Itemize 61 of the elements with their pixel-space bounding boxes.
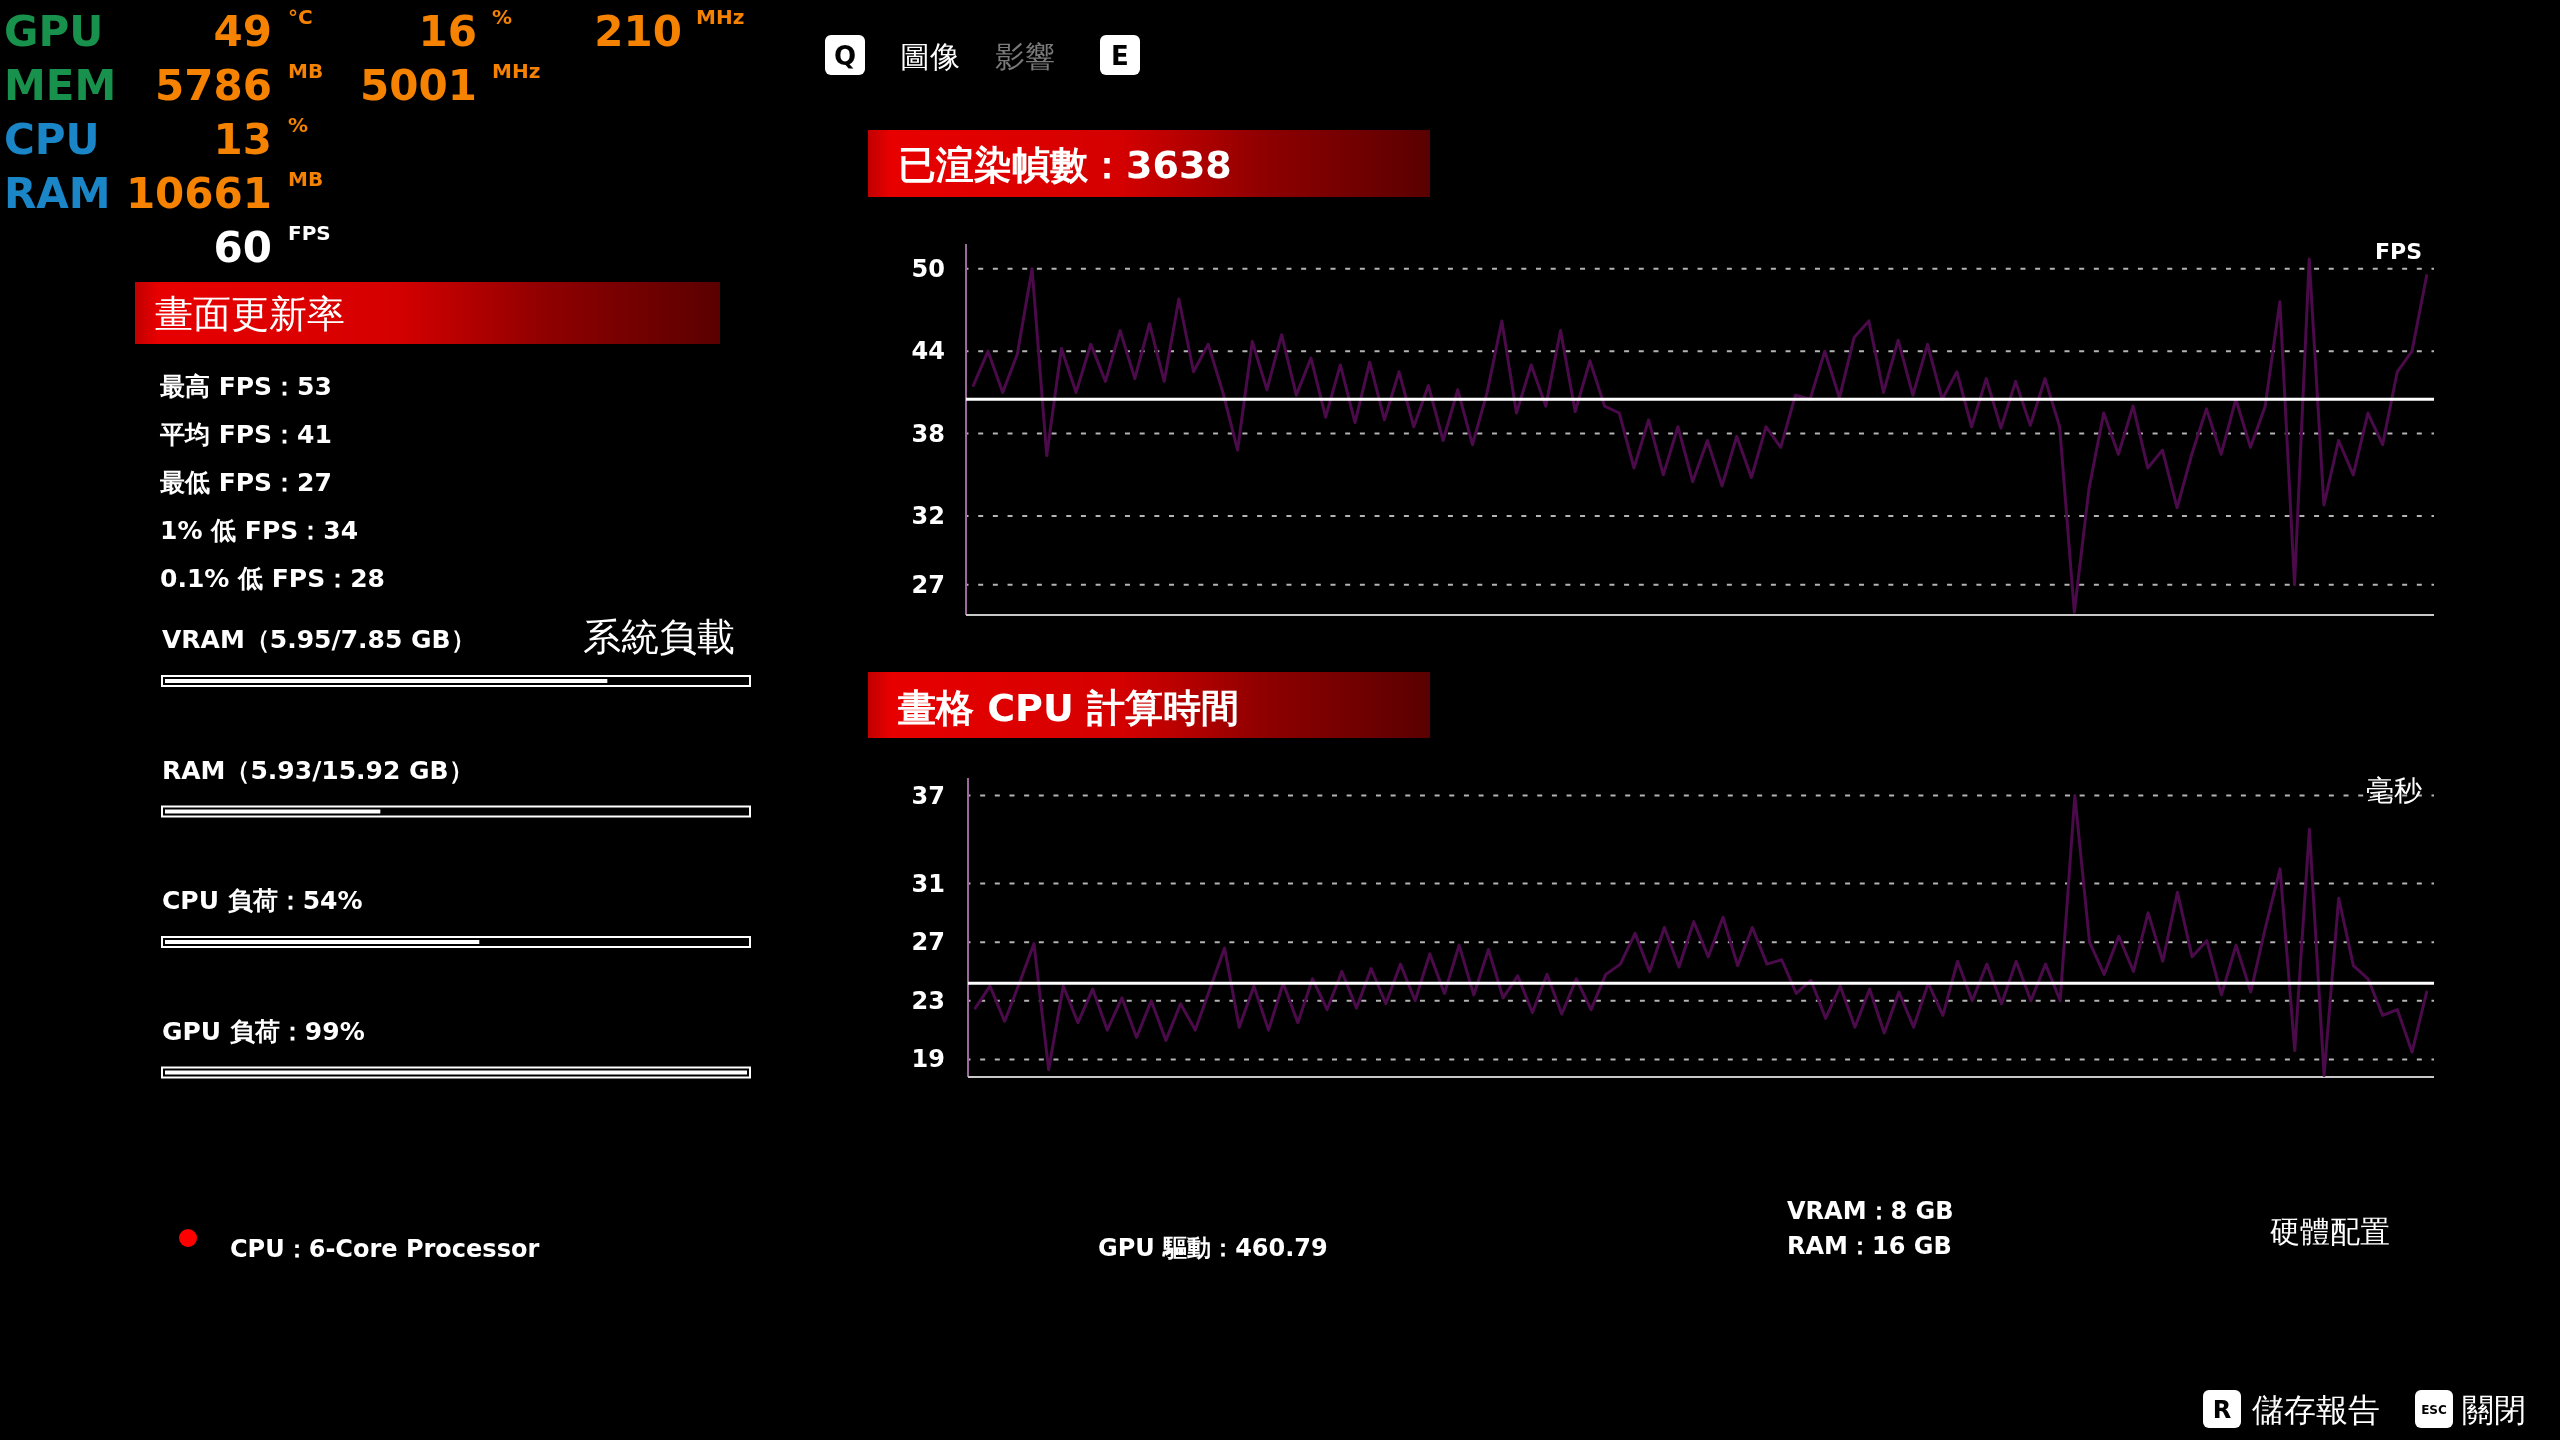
text: ESC bbox=[2421, 1403, 2448, 1417]
text: 平均 FPS：41 bbox=[159, 420, 332, 449]
text: 儲存報告 bbox=[2252, 1391, 2380, 1429]
text: 16 bbox=[418, 7, 477, 56]
bar bbox=[165, 679, 608, 683]
text: RAM：16 GB bbox=[1787, 1232, 1952, 1260]
text: 49 bbox=[213, 7, 272, 56]
text: VRAM：8 GB bbox=[1787, 1197, 1954, 1225]
text: 60 bbox=[213, 223, 272, 272]
text: °C bbox=[288, 5, 313, 29]
text: 5786 bbox=[155, 61, 272, 110]
text: 13 bbox=[213, 115, 272, 164]
text: RAM bbox=[4, 169, 111, 218]
y-tick-label: GPU 負荷：99% bbox=[162, 1016, 365, 1046]
text: 5001 bbox=[360, 61, 477, 110]
y-axis-title: FPS bbox=[2375, 239, 2422, 264]
text: MB bbox=[288, 167, 324, 191]
y-tick-label: VRAM（5.95/7.85 GB） bbox=[162, 625, 476, 654]
text: 圖像 bbox=[900, 39, 960, 74]
text: % bbox=[288, 113, 309, 137]
text: 最低 FPS：27 bbox=[159, 468, 332, 497]
text: MHz bbox=[696, 5, 745, 29]
text: Q bbox=[833, 41, 857, 71]
text: MHz bbox=[492, 59, 541, 83]
chart-title: 畫格 CPU 計算時間 bbox=[898, 686, 1240, 730]
text: 1% 低 FPS：34 bbox=[160, 516, 359, 545]
text: MB bbox=[288, 59, 324, 83]
y-tick-label: 19 bbox=[911, 1045, 945, 1074]
y-tick-label: 23 bbox=[911, 986, 945, 1015]
text: 畫面更新率 bbox=[155, 292, 345, 336]
text: 10661 bbox=[125, 169, 272, 218]
text: 影響 bbox=[995, 39, 1055, 74]
chart-title: 已渲染幀數：3638 bbox=[898, 143, 1232, 187]
bar bbox=[165, 940, 480, 944]
text: % bbox=[492, 5, 513, 29]
y-tick-label: 32 bbox=[911, 502, 945, 531]
text: R bbox=[2212, 1396, 2232, 1424]
y-tick-label: 44 bbox=[911, 337, 945, 366]
text: GPU 驅動：460.79 bbox=[1098, 1234, 1328, 1262]
text: 系統負載 bbox=[583, 615, 735, 659]
y-tick-label: 38 bbox=[911, 419, 945, 448]
y-tick-label: 27 bbox=[911, 570, 945, 599]
text: FPS bbox=[288, 221, 331, 245]
text: 關閉 bbox=[2462, 1391, 2526, 1429]
y-tick-label: RAM（5.93/15.92 GB） bbox=[162, 755, 474, 785]
text: GPU bbox=[4, 7, 104, 56]
y-tick-label: 50 bbox=[911, 254, 945, 283]
text: 210 bbox=[594, 7, 682, 56]
text: MEM bbox=[4, 61, 117, 110]
text: CPU：6-Core Processor bbox=[230, 1235, 540, 1263]
annotation: 0.1% 低 FPS：28 bbox=[160, 564, 385, 593]
text: 硬體配置 bbox=[2270, 1214, 2390, 1249]
y-axis-title: 毫秒 bbox=[2366, 774, 2422, 807]
y-tick-label: 31 bbox=[911, 869, 945, 898]
text: E bbox=[1111, 41, 1129, 71]
y-tick-label: 37 bbox=[911, 781, 945, 810]
text: 最高 FPS：53 bbox=[159, 372, 332, 401]
y-tick-label: CPU 負荷：54% bbox=[162, 886, 363, 915]
text: CPU bbox=[4, 115, 100, 164]
bar bbox=[165, 809, 381, 814]
y-tick-label: 27 bbox=[911, 928, 945, 957]
